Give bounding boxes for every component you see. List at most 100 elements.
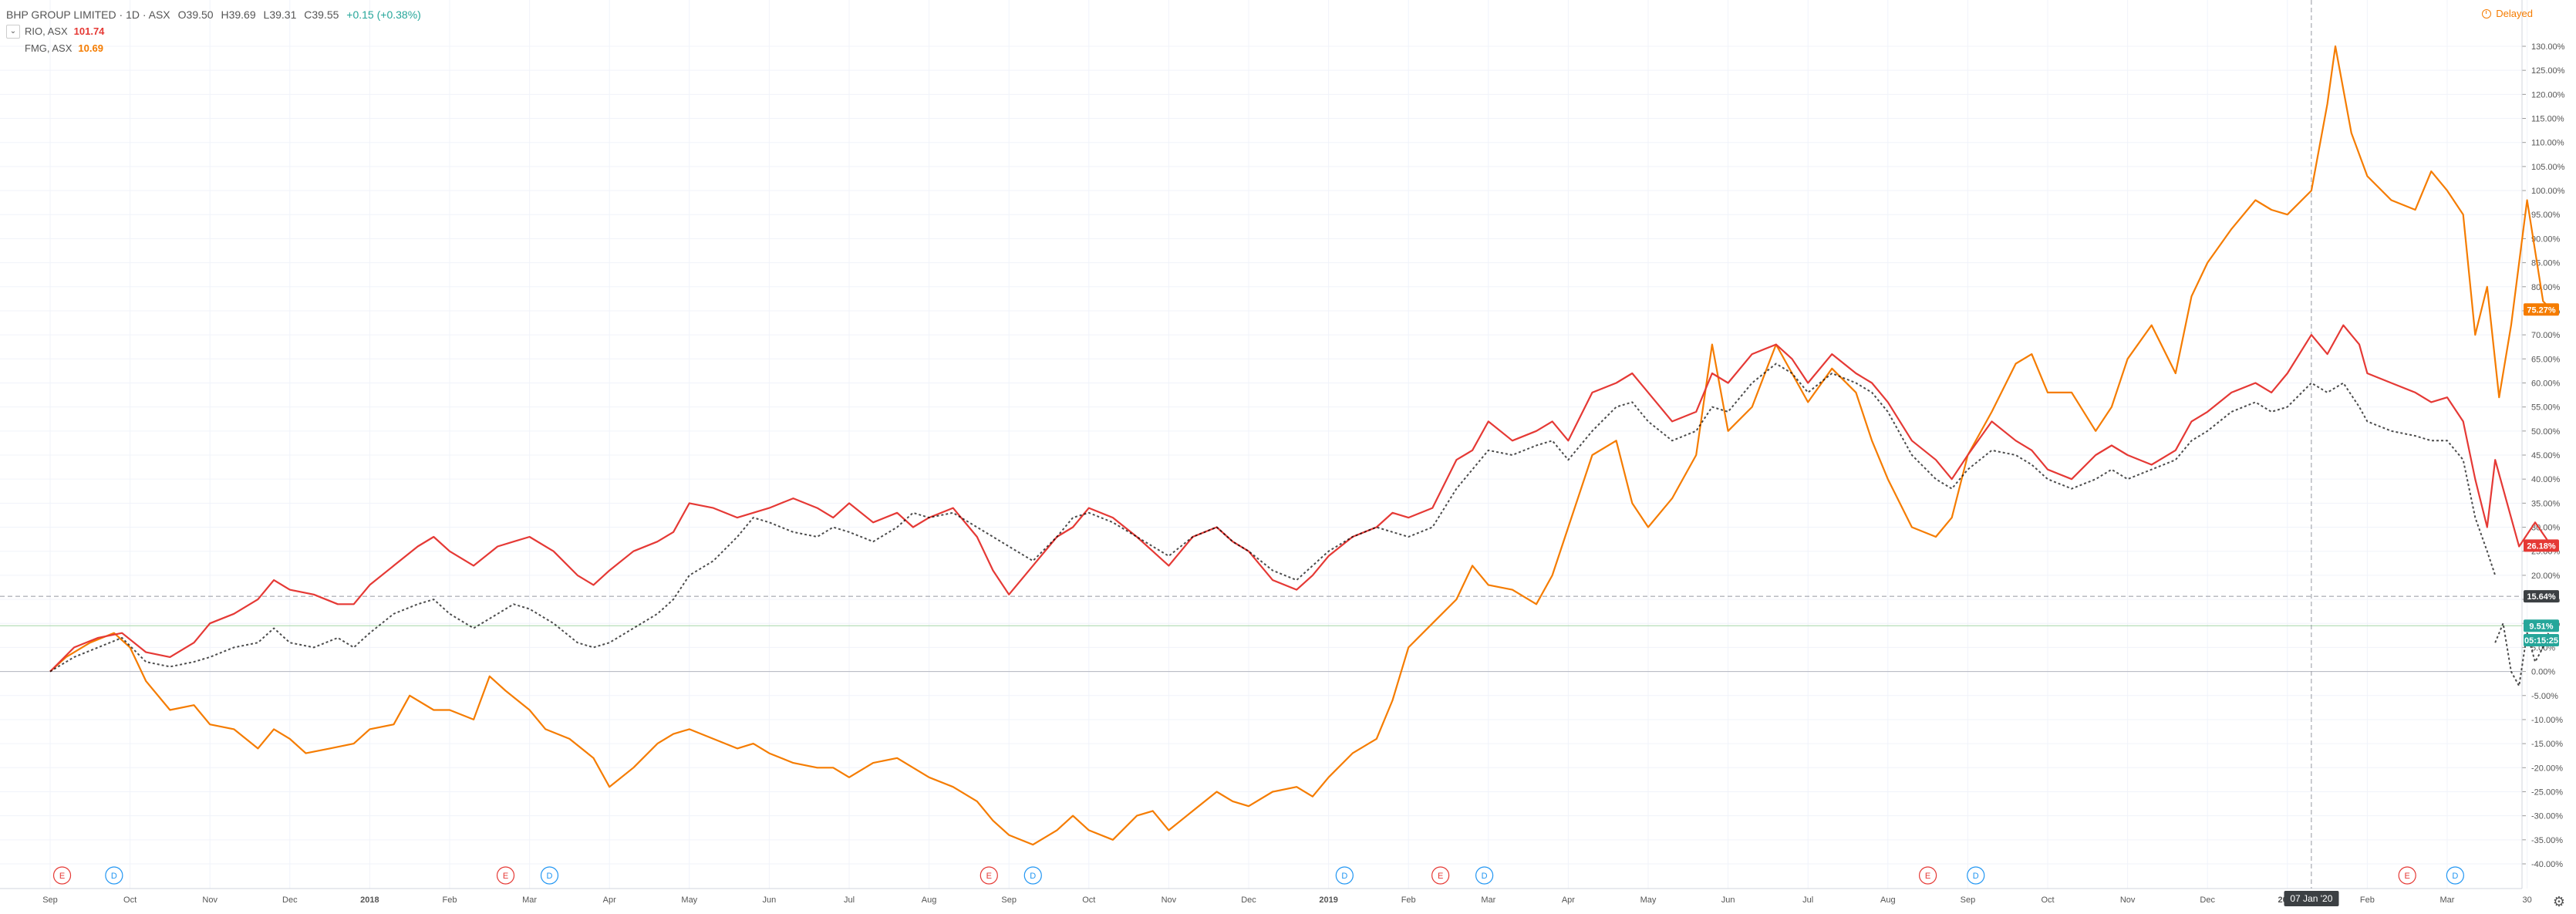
dividend-event-marker[interactable]: D [1335, 866, 1354, 885]
y-tick-label: 55.00% [2531, 403, 2561, 413]
ohlc-values: O39.50 H39.69 L39.31 C39.55 +0.15 (+0.38… [178, 6, 426, 23]
x-tick-label: Jul [844, 895, 855, 905]
y-tick-label: 50.00% [2531, 427, 2561, 437]
main-symbol-row[interactable]: BHP GROUP LIMITED · 1D · ASX O39.50 H39.… [6, 6, 426, 23]
price-axis-label-bg [2524, 590, 2559, 603]
x-tick-label: Oct [123, 895, 137, 905]
x-tick-label: Dec [2200, 895, 2215, 905]
price-axis-label: 26.18% [2524, 539, 2559, 552]
y-tick-label: 80.00% [2531, 283, 2561, 292]
event-marker-circle [540, 866, 559, 885]
x-tick-label: Sep [1001, 895, 1017, 905]
event-marker-label: D [547, 872, 553, 881]
event-marker-label: E [986, 872, 992, 881]
price-candles-series [2494, 622, 2552, 687]
open-value: O39.50 [177, 8, 214, 21]
compare-symbol-value: 10.69 [78, 42, 103, 54]
y-tick-label: -5.00% [2531, 692, 2558, 701]
close-value: C39.55 [304, 8, 339, 21]
price-axis-label: 05:15:25 [2524, 634, 2559, 647]
event-marker-circle [2446, 866, 2464, 885]
dividend-event-marker[interactable]: D [1475, 866, 1494, 885]
crosshair-date-badge: 07 Jan '20 [2284, 891, 2339, 906]
x-tick-label: Feb [443, 895, 457, 905]
x-tick-label: Feb [2360, 895, 2375, 905]
x-tick-label: Mar [1481, 895, 1495, 905]
event-marker-label: E [2405, 872, 2410, 881]
y-tick-label: 45.00% [2531, 451, 2561, 460]
event-marker-circle [1919, 866, 1937, 885]
x-tick-label: May [681, 895, 697, 905]
x-tick-label: Sep [1961, 895, 1976, 905]
x-tick-label: Apr [1562, 895, 1575, 905]
event-marker-circle [2398, 866, 2416, 885]
event-marker-circle [1023, 866, 1042, 885]
price-axis-label-bg [2524, 303, 2559, 316]
dividend-event-marker[interactable]: D [2446, 866, 2464, 885]
compare-row-fmg[interactable]: FMG, ASX 10.69 [6, 40, 426, 57]
compare-symbol-value: 101.74 [73, 25, 105, 37]
x-tick-label: Nov [1162, 895, 1177, 905]
event-marker-label: D [1973, 872, 1979, 881]
event-marker-circle [496, 866, 515, 885]
x-tick-label: 2018 [360, 895, 379, 905]
x-tick-label: Dec [282, 895, 298, 905]
low-value: L39.31 [263, 8, 297, 21]
y-tick-label: -25.00% [2531, 788, 2563, 797]
x-tick-label: Aug [1880, 895, 1896, 905]
legend: BHP GROUP LIMITED · 1D · ASX O39.50 H39.… [6, 6, 426, 57]
y-tick-label: 70.00% [2531, 331, 2561, 340]
earnings-event-marker[interactable]: E [2398, 866, 2416, 885]
earnings-event-marker[interactable]: E [496, 866, 515, 885]
change-value: +0.15 (+0.38%) [346, 8, 421, 21]
y-tick-label: 115.00% [2531, 115, 2564, 124]
event-marker-label: D [1482, 872, 1488, 881]
y-tick-label: 60.00% [2531, 379, 2561, 388]
x-tick-label: Jul [1802, 895, 1813, 905]
y-tick-label: 85.00% [2531, 259, 2561, 268]
main-symbol-title: BHP GROUP LIMITED · 1D · ASX [6, 8, 170, 21]
x-tick-label: Oct [2041, 895, 2054, 905]
y-tick-label: 110.00% [2531, 139, 2564, 148]
x-tick-label: Dec [1241, 895, 1256, 905]
event-marker-label: D [1341, 872, 1347, 881]
y-tick-label: -35.00% [2531, 836, 2563, 845]
x-tick-label: Feb [1401, 895, 1416, 905]
x-tick-label: 30 [2522, 895, 2531, 905]
y-tick-label: 105.00% [2531, 163, 2565, 172]
chevron-down-icon[interactable]: ⌄ [6, 25, 20, 39]
delayed-label: Delayed [2496, 8, 2533, 19]
dividend-event-marker[interactable]: D [1023, 866, 1042, 885]
event-marker-label: D [111, 872, 117, 881]
earnings-event-marker[interactable]: E [52, 866, 72, 885]
delayed-indicator[interactable]: Delayed [2482, 8, 2533, 19]
dividend-event-marker[interactable]: D [105, 866, 123, 885]
event-marker-circle [1475, 866, 1494, 885]
event-marker-circle [979, 866, 998, 885]
price-axis-label-text: 05:15:25 [2524, 636, 2558, 646]
earnings-event-marker[interactable]: E [979, 866, 998, 885]
price-axis-label: 15.64% [2524, 590, 2559, 603]
y-tick-label: 130.00% [2531, 42, 2565, 52]
event-marker-label: E [503, 872, 508, 881]
y-tick-label: 20.00% [2531, 572, 2561, 581]
y-tick-label: 125.00% [2531, 66, 2565, 76]
earnings-event-marker[interactable]: E [1919, 866, 1937, 885]
x-tick-label: Oct [1082, 895, 1095, 905]
y-tick-label: 35.00% [2531, 499, 2561, 508]
price-axis-label: 75.27% [2524, 303, 2559, 316]
earnings-event-marker[interactable]: E [1431, 866, 1450, 885]
event-marker-label: E [1925, 872, 1930, 881]
dividend-event-marker[interactable]: D [540, 866, 559, 885]
dividend-event-marker[interactable]: D [1967, 866, 1985, 885]
x-tick-label: Apr [603, 895, 616, 905]
x-tick-label: Mar [522, 895, 537, 905]
compare-row-rio[interactable]: ⌄ RIO, ASX 101.74 [6, 23, 426, 40]
event-marker-label: D [2452, 872, 2458, 881]
price-axis-label-text: 26.18% [2527, 541, 2556, 551]
gear-icon[interactable]: ⚙ [2552, 894, 2566, 909]
x-tick-label: Nov [2120, 895, 2136, 905]
price-axis-label-text: 15.64% [2527, 592, 2556, 602]
